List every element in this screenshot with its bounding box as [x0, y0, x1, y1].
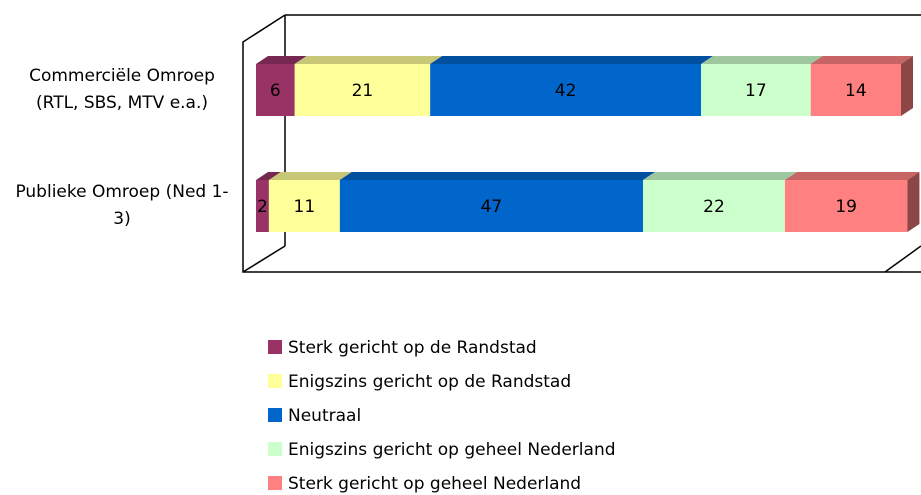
- legend-swatch: [268, 374, 282, 388]
- data-label: 42: [555, 81, 577, 101]
- bar-top: [430, 56, 714, 64]
- category-label: Publieke Omroep (Ned 1-3): [15, 182, 229, 229]
- bar-top: [268, 172, 352, 180]
- legend-swatch: [268, 442, 282, 456]
- bar: [810, 64, 901, 116]
- legend-label: Enigszins gericht op de Randstad: [288, 372, 571, 392]
- legend-swatch: [268, 476, 282, 490]
- bar: [643, 180, 785, 232]
- legend-swatch: [268, 408, 282, 422]
- legend-label: Enigszins gericht op geheel Nederland: [288, 440, 616, 460]
- bar-top: [701, 56, 823, 64]
- frame-diagonal-right: [884, 245, 921, 273]
- bar-top: [256, 172, 281, 180]
- bar: [339, 180, 643, 232]
- legend-label: Neutraal: [288, 406, 361, 426]
- bar: [294, 64, 431, 116]
- bar-top: [339, 172, 655, 180]
- bar: [701, 64, 811, 116]
- bar-top: [810, 56, 913, 64]
- bar: [784, 180, 908, 232]
- bar: [268, 180, 340, 232]
- plot-frame: [242, 14, 921, 273]
- bar: [256, 180, 269, 232]
- legend-label: Sterk gericht op de Randstad: [288, 338, 537, 358]
- data-label: 11: [294, 197, 316, 217]
- bar-top: [784, 172, 920, 180]
- data-label: 19: [835, 197, 857, 217]
- bar-top: [643, 172, 797, 180]
- data-label: 22: [703, 197, 725, 217]
- frame-front: [242, 14, 921, 273]
- legend-swatch: [268, 340, 282, 354]
- data-label: 2: [257, 197, 268, 217]
- data-label: 6: [270, 81, 281, 101]
- bar-side: [901, 56, 913, 116]
- bar: [256, 64, 295, 116]
- data-label: 14: [845, 81, 867, 101]
- bar: [430, 64, 702, 116]
- legend-label: Sterk gericht op geheel Nederland: [288, 474, 581, 494]
- bar-side: [907, 172, 920, 232]
- data-label: 17: [745, 81, 767, 101]
- bar-top: [294, 56, 443, 64]
- frame-diagonal: [242, 245, 286, 273]
- bar-top: [256, 56, 307, 64]
- data-label: 47: [481, 197, 503, 217]
- data-label: 21: [352, 81, 374, 101]
- category-label: Commerciële Omroep (RTL, SBS, MTV e.a.): [29, 66, 215, 113]
